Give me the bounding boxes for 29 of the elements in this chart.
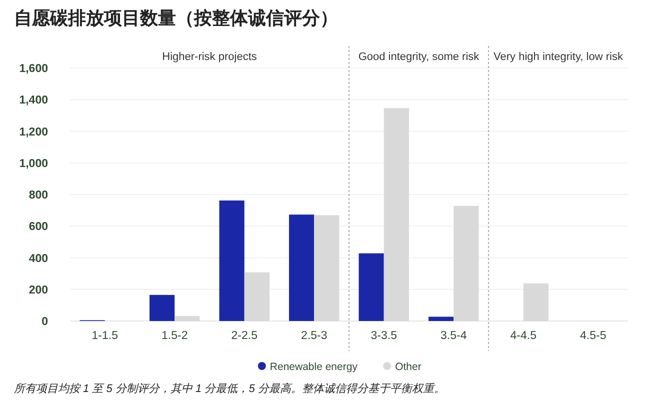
y-tick-label: 800 — [28, 190, 48, 202]
text: Higher-risk projects — [162, 51, 258, 63]
x-tick-label: 4.5-5 — [580, 330, 606, 342]
y-tick-label: 600 — [28, 221, 48, 234]
x-tick-label: 2.5-3 — [301, 330, 328, 342]
legend-label: Renewable energy — [270, 361, 358, 373]
x-tick-label: 3-3.5 — [370, 330, 397, 342]
y-tick-label: 1,200 — [19, 126, 48, 138]
y-tick-label: 1,000 — [19, 158, 48, 170]
y-tick-label: 200 — [28, 284, 48, 296]
y-tick-label: 1,400 — [19, 94, 48, 107]
bar — [358, 253, 384, 321]
text: Very high integrity, low risk — [494, 51, 624, 63]
x-tick-label: 3.5-4 — [440, 330, 468, 342]
x-tick-label: 1.5-2 — [162, 330, 188, 342]
text: 所有项目均按 1 至 5 分制评分，其中 1 分最低，5 分最高。整体诚信得分基于平衡权重。 — [14, 382, 445, 395]
x-tick-label: 1-1.5 — [92, 330, 118, 342]
y-tick-label: 0 — [42, 316, 48, 328]
y-tick-label: 400 — [28, 252, 48, 265]
x-tick-label: 2-2.5 — [231, 330, 258, 342]
bar — [219, 200, 244, 321]
chart-title: 自愿碳排放项目数量（按整体诚信评分） — [14, 8, 338, 28]
legend-label: Other — [395, 361, 422, 373]
bar — [150, 294, 175, 321]
text: Good integrity, some risk — [358, 51, 480, 63]
y-tick-label: 1,600 — [19, 63, 48, 75]
bar — [428, 316, 454, 321]
x-tick-label: 4-4.5 — [510, 330, 536, 342]
bar — [289, 214, 314, 321]
